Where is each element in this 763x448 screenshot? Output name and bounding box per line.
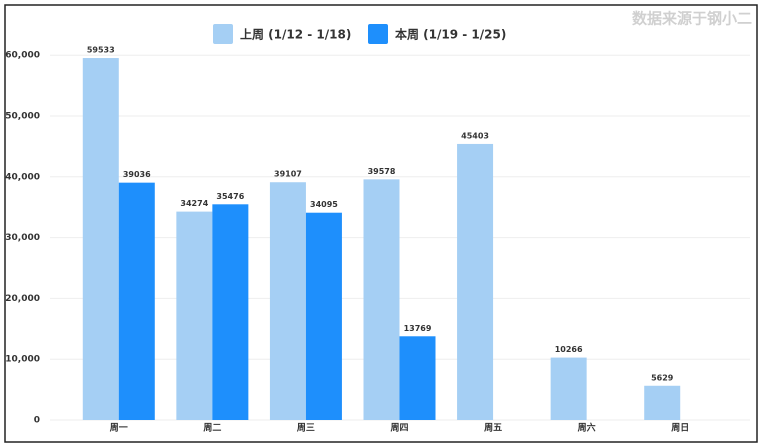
y-tick-label: 50,000 xyxy=(5,112,40,122)
x-tick-label: 周一 xyxy=(110,423,128,434)
y-tick-label: 30,000 xyxy=(5,233,40,243)
legend-label: 上周 (1/12 - 1/18) xyxy=(240,27,351,42)
value-label: 35476 xyxy=(216,192,244,201)
x-tick-label: 周三 xyxy=(297,423,315,434)
bar xyxy=(82,58,119,420)
value-label: 13769 xyxy=(404,324,432,333)
value-label: 10266 xyxy=(555,345,583,354)
y-tick-label: 40,000 xyxy=(5,172,40,182)
bar xyxy=(363,179,400,420)
legend-swatch xyxy=(368,24,388,44)
legend-swatch xyxy=(213,24,233,44)
value-label: 45403 xyxy=(461,131,489,140)
y-tick-label: 60,000 xyxy=(5,51,40,61)
bar xyxy=(269,182,306,420)
value-label: 34095 xyxy=(310,200,338,209)
x-tick-label: 周日 xyxy=(671,423,689,434)
x-tick-label: 周二 xyxy=(203,423,221,434)
bar xyxy=(550,357,587,420)
bar xyxy=(212,204,249,420)
y-tick-label: 10,000 xyxy=(5,355,40,365)
x-tick-label: 周六 xyxy=(578,422,596,434)
value-label: 39578 xyxy=(368,167,396,176)
bar xyxy=(399,336,436,420)
y-tick-label: 0 xyxy=(34,416,40,426)
x-tick-label: 周四 xyxy=(390,423,408,434)
source-note: 数据来源于钢小二 xyxy=(632,10,752,28)
legend-label: 本周 (1/19 - 1/25) xyxy=(395,27,506,42)
value-label: 39036 xyxy=(123,170,151,179)
value-label: 34274 xyxy=(180,199,208,208)
bar xyxy=(118,182,155,420)
bar xyxy=(305,212,342,420)
y-tick-label: 20,000 xyxy=(5,294,40,304)
x-tick-label: 周五 xyxy=(484,423,502,434)
value-label: 59533 xyxy=(87,46,115,55)
bar xyxy=(176,211,213,420)
value-label: 5629 xyxy=(651,373,674,382)
bar xyxy=(644,385,681,420)
bar xyxy=(457,143,494,420)
value-label: 39107 xyxy=(274,170,302,179)
